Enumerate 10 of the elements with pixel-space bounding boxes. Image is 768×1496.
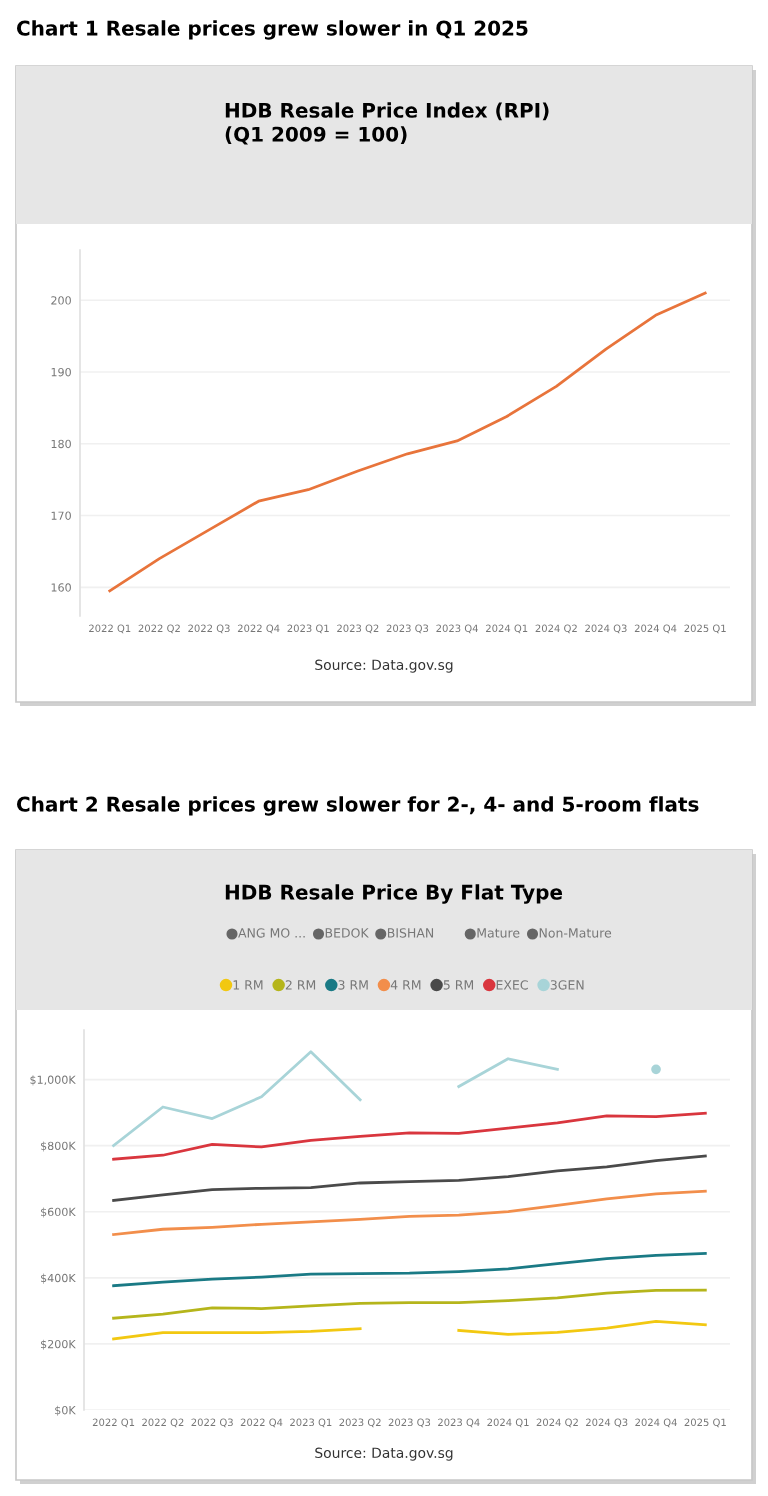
line-series (112, 1288, 707, 1320)
line-series (112, 1154, 707, 1202)
chart-title: Chart 2 Resale prices grew slower for 2-, 4- and 5-room flats (17, 796, 699, 816)
line-series (112, 1189, 707, 1236)
chart-subtitle: HDB Resale Price Index (RPI) (Q1 2009 = 100) (225, 102, 549, 145)
chart-subtitle: HDB Resale Price By Flat Type (225, 884, 563, 904)
line-series (112, 1111, 707, 1161)
line-series (108, 291, 707, 593)
chart-title: Chart 1 Resale prices grew slower in Q1 2025 (17, 20, 528, 40)
line-series (112, 1251, 707, 1288)
